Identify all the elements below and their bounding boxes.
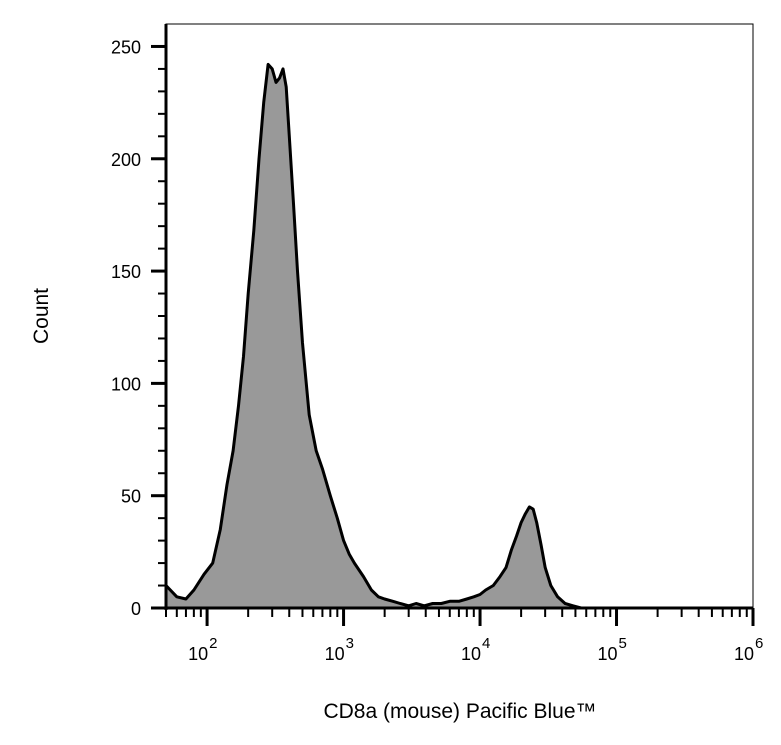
x-axis-title: CD8a (mouse) Pacific Blue™ (323, 700, 596, 723)
y-tick-label: 200 (111, 150, 141, 170)
y-tick-label: 50 (121, 487, 141, 507)
x-tick-exponent: 5 (619, 635, 627, 652)
histogram-outline (164, 62, 753, 610)
x-tick-label: 10 (188, 644, 208, 664)
x-tick-exponent: 6 (755, 635, 763, 652)
y-tick-label: 250 (111, 37, 141, 57)
x-tick-label: 10 (598, 644, 618, 664)
x-tick-label: 10 (734, 644, 754, 664)
x-tick-label: 10 (325, 644, 345, 664)
x-tick-label: 10 (461, 644, 481, 664)
y-axis-title: Count (30, 288, 53, 344)
y-tick-label: 0 (131, 599, 141, 619)
x-tick-exponent: 4 (482, 635, 490, 652)
x-tick-exponent: 2 (209, 635, 217, 652)
y-tick-label: 100 (111, 374, 141, 394)
x-tick-exponent: 3 (346, 635, 354, 652)
y-tick-label: 150 (111, 262, 141, 282)
histogram-area (166, 64, 753, 608)
y-axis-ticks: 0 50 100 150 200 250 (111, 37, 166, 619)
